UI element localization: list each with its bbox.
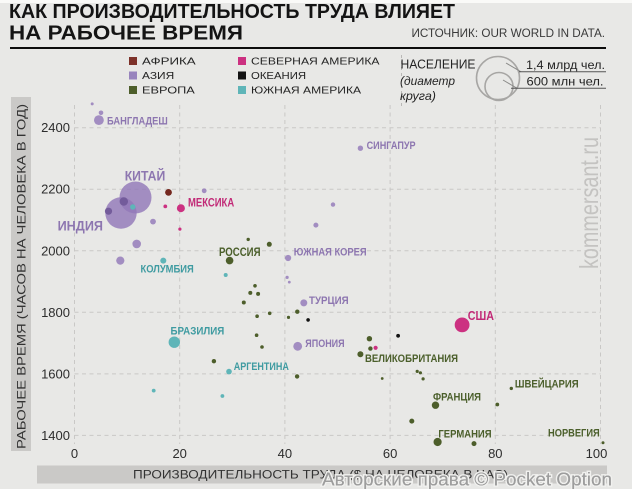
svg-text:ЯПОНИЯ: ЯПОНИЯ <box>305 338 344 350</box>
svg-text:ШВЕЙЦАРИЯ: ШВЕЙЦАРИЯ <box>515 378 579 391</box>
svg-text:АЗИЯ: АЗИЯ <box>142 70 174 82</box>
svg-text:ИСТОЧНИК: OUR WORLD IN DATA.: ИСТОЧНИК: OUR WORLD IN DATA. <box>412 28 606 40</box>
svg-text:60: 60 <box>383 446 397 461</box>
svg-text:1800: 1800 <box>41 305 70 320</box>
svg-text:ЮЖНАЯ КОРЕЯ: ЮЖНАЯ КОРЕЯ <box>294 247 367 259</box>
svg-text:НА РАБОЧЕЕ ВРЕМЯ: НА РАБОЧЕЕ ВРЕМЯ <box>9 23 243 45</box>
svg-text:МЕКСИКА: МЕКСИКА <box>188 198 234 210</box>
svg-text:БРАЗИЛИЯ: БРАЗИЛИЯ <box>171 326 225 338</box>
svg-text:ФРАНЦИЯ: ФРАНЦИЯ <box>433 392 481 404</box>
svg-text:КИТАЙ: КИТАЙ <box>125 169 166 184</box>
svg-text:600 млн чел.: 600 млн чел. <box>527 77 604 89</box>
svg-text:ОКЕАНИЯ: ОКЕАНИЯ <box>251 70 306 82</box>
svg-text:20: 20 <box>172 446 186 461</box>
svg-text:БАНГЛАДЕШ: БАНГЛАДЕШ <box>107 116 168 128</box>
svg-text:ТУРЦИЯ: ТУРЦИЯ <box>309 295 349 307</box>
svg-text:ЕВРОПА: ЕВРОПА <box>142 85 195 97</box>
svg-text:круга): круга) <box>400 89 436 103</box>
svg-text:СЕВЕРНАЯ АМЕРИКА: СЕВЕРНАЯ АМЕРИКА <box>251 56 380 68</box>
svg-text:kommersant.ru: kommersant.ru <box>574 137 604 269</box>
svg-text:100: 100 <box>586 446 608 461</box>
svg-text:США: США <box>468 309 494 323</box>
svg-text:СИНГАПУР: СИНГАПУР <box>367 140 416 152</box>
svg-text:АФРИКА: АФРИКА <box>142 56 196 68</box>
svg-text:АРГЕНТИНА: АРГЕНТИНА <box>234 361 289 373</box>
svg-text:НАСЕЛЕНИЕ: НАСЕЛЕНИЕ <box>401 58 476 72</box>
svg-text:40: 40 <box>278 446 292 461</box>
svg-text:КАК ПРОИЗВОДИТЕЛЬНОСТЬ ТРУДА В: КАК ПРОИЗВОДИТЕЛЬНОСТЬ ТРУДА ВЛИЯЕТ <box>9 1 455 23</box>
svg-text:2200: 2200 <box>41 182 70 197</box>
svg-text:ЮЖНАЯ АМЕРИКА: ЮЖНАЯ АМЕРИКА <box>251 85 361 97</box>
svg-text:ВЕЛИКОБРИТАНИЯ: ВЕЛИКОБРИТАНИЯ <box>365 353 458 365</box>
svg-text:ИНДИЯ: ИНДИЯ <box>58 219 103 234</box>
svg-text:1600: 1600 <box>41 366 70 381</box>
svg-text:1400: 1400 <box>41 428 70 443</box>
svg-text:1,4 млрд чел.: 1,4 млрд чел. <box>526 60 605 72</box>
svg-text:2400: 2400 <box>41 120 70 135</box>
svg-text:80: 80 <box>488 446 502 461</box>
svg-text:НОРВЕГИЯ: НОРВЕГИЯ <box>548 428 600 440</box>
svg-text:Авторские права © Pocket Optio: Авторские права © Pocket Option <box>322 470 612 489</box>
svg-text:(диаметр: (диаметр <box>400 74 455 88</box>
svg-text:2000: 2000 <box>41 243 70 258</box>
svg-text:КОЛУМБИЯ: КОЛУМБИЯ <box>141 264 194 276</box>
svg-text:РАБОЧЕЕ ВРЕМЯ (ЧАСОВ НА ЧЕЛОВЕ: РАБОЧЕЕ ВРЕМЯ (ЧАСОВ НА ЧЕЛОВЕКА В ГОД) <box>15 104 29 449</box>
svg-text:Авторские права © Pocket Optio: Авторские права © Pocket Option <box>322 470 612 489</box>
svg-text:РОССИЯ: РОССИЯ <box>219 247 261 259</box>
svg-text:ПРОИЗВОДИТЕЛЬНОСТЬ ТРУДА ($ НА: ПРОИЗВОДИТЕЛЬНОСТЬ ТРУДА ($ НА ЧЕЛОВЕКА … <box>133 468 508 482</box>
svg-text:ГЕРМАНИЯ: ГЕРМАНИЯ <box>438 429 491 441</box>
svg-text:0: 0 <box>71 446 78 461</box>
